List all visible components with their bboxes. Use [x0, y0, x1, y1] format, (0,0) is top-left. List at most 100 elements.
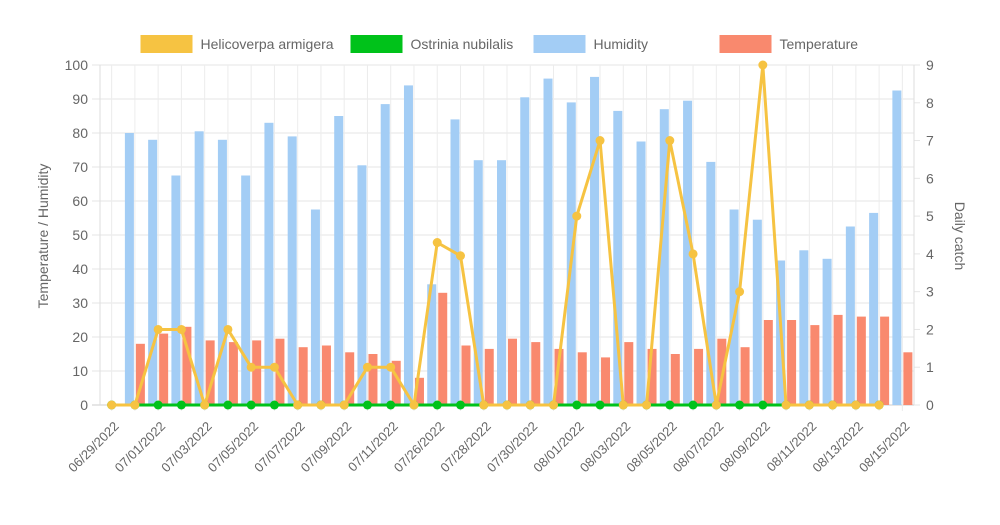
- point-helicoverpa-armigera: [572, 211, 582, 221]
- bar-humidity: [217, 139, 227, 406]
- y-tick-label: 30: [72, 295, 88, 311]
- bar-series: [124, 76, 913, 406]
- point-helicoverpa-armigera: [130, 400, 140, 410]
- point-helicoverpa-armigera: [153, 324, 163, 334]
- point-helicoverpa-armigera: [851, 400, 861, 410]
- bar-temperature: [391, 360, 401, 405]
- legend-label-ostrinia-nubilalis: Ostrinia nubilalis: [411, 36, 514, 52]
- bar-temperature: [810, 325, 820, 405]
- point-helicoverpa-armigera: [409, 400, 419, 410]
- x-tick-label: 08/15/2022: [856, 419, 913, 476]
- bar-temperature: [438, 292, 448, 405]
- bar-temperature: [880, 316, 890, 405]
- point-ostrinia-nubilalis: [572, 400, 582, 410]
- line-helicoverpa-armigera: [111, 63, 880, 407]
- bar-humidity: [380, 104, 390, 405]
- point-helicoverpa-armigera: [246, 362, 256, 372]
- bar-humidity: [543, 78, 553, 405]
- point-helicoverpa-armigera: [595, 136, 605, 146]
- point-helicoverpa-armigera: [525, 400, 535, 410]
- y-axis-label: Temperature / Humidity: [35, 164, 51, 309]
- bar-temperature: [694, 348, 704, 405]
- y2-tick-label: 6: [926, 170, 934, 186]
- bar-temperature: [508, 338, 517, 405]
- y2-tick-label: 1: [926, 359, 934, 375]
- point-ostrinia-nubilalis: [223, 400, 233, 410]
- bar-humidity: [520, 97, 530, 406]
- point-ostrinia-nubilalis: [688, 400, 698, 410]
- bar-humidity: [683, 100, 693, 405]
- point-helicoverpa-armigera: [804, 400, 814, 410]
- bar-humidity: [822, 258, 832, 405]
- bar-humidity: [845, 226, 855, 405]
- point-ostrinia-nubilalis: [246, 400, 256, 410]
- bar-temperature: [205, 340, 215, 405]
- bar-humidity: [241, 175, 251, 405]
- bar-humidity: [357, 165, 367, 405]
- bar-temperature: [856, 316, 866, 405]
- point-ostrinia-nubilalis: [362, 400, 372, 410]
- x-tick-label: 08/09/2022: [716, 419, 773, 476]
- bar-humidity: [706, 161, 716, 405]
- bar-temperature: [903, 352, 913, 405]
- y2-tick-label: 8: [926, 95, 934, 111]
- bar-temperature: [275, 338, 285, 405]
- bar-humidity: [264, 122, 274, 406]
- bar-humidity: [892, 90, 902, 405]
- bar-temperature: [252, 340, 262, 405]
- point-ostrinia-nubilalis: [455, 400, 465, 410]
- bar-temperature: [461, 345, 471, 405]
- point-helicoverpa-armigera: [176, 324, 186, 334]
- legend: Helicoverpa armigera Ostrinia nubilalis Hu…: [140, 35, 858, 53]
- bar-temperature: [228, 342, 238, 405]
- bar-humidity: [869, 212, 879, 405]
- bar-temperature: [577, 352, 587, 405]
- y2-tick-label: 9: [926, 57, 934, 73]
- point-helicoverpa-armigera: [386, 362, 396, 372]
- legend-swatch-helicoverpa-armigera: [140, 35, 193, 53]
- y-tick-label: 40: [72, 261, 88, 277]
- bar-temperature: [182, 326, 192, 405]
- bar-temperature: [554, 348, 564, 405]
- y-tick-label: 20: [72, 329, 88, 345]
- point-helicoverpa-armigera: [479, 400, 489, 410]
- bar-humidity: [659, 109, 669, 405]
- bar-temperature: [345, 352, 355, 405]
- y-tick-label: 100: [65, 57, 89, 73]
- x-tick-label: 07/09/2022: [298, 419, 355, 476]
- point-ostrinia-nubilalis: [665, 400, 675, 410]
- bar-humidity: [171, 175, 181, 405]
- bar-temperature: [647, 348, 657, 405]
- legend-swatch-humidity: [533, 35, 586, 53]
- grid-lines: [92, 64, 920, 411]
- y-tick-label: 0: [80, 397, 88, 413]
- bar-temperature: [135, 343, 145, 405]
- bar-humidity: [124, 133, 134, 405]
- y-tick-label: 90: [72, 91, 88, 107]
- bar-humidity: [497, 160, 506, 405]
- y-tick-label: 10: [72, 363, 88, 379]
- y2-tick-label: 3: [926, 284, 934, 300]
- point-helicoverpa-armigera: [339, 400, 349, 410]
- y-tick-label: 70: [72, 159, 88, 175]
- bar-humidity: [613, 110, 623, 406]
- y2-tick-label: 0: [926, 397, 934, 413]
- bar-humidity: [752, 219, 762, 405]
- point-ostrinia-nubilalis: [595, 400, 605, 410]
- y2-tick-label: 2: [926, 321, 934, 337]
- bar-humidity: [287, 136, 297, 405]
- point-helicoverpa-armigera: [502, 400, 512, 410]
- point-ostrinia-nubilalis: [758, 400, 768, 410]
- bar-humidity: [403, 85, 413, 406]
- bar-temperature: [531, 342, 541, 405]
- point-ostrinia-nubilalis: [153, 400, 163, 410]
- point-helicoverpa-armigera: [316, 400, 326, 410]
- y-tick-label: 80: [72, 125, 88, 141]
- bar-temperature: [414, 377, 424, 405]
- point-helicoverpa-armigera: [362, 362, 372, 372]
- point-helicoverpa-armigera: [223, 324, 233, 334]
- bar-humidity: [148, 139, 158, 406]
- legend-swatch-ostrinia-nubilalis: [350, 35, 403, 53]
